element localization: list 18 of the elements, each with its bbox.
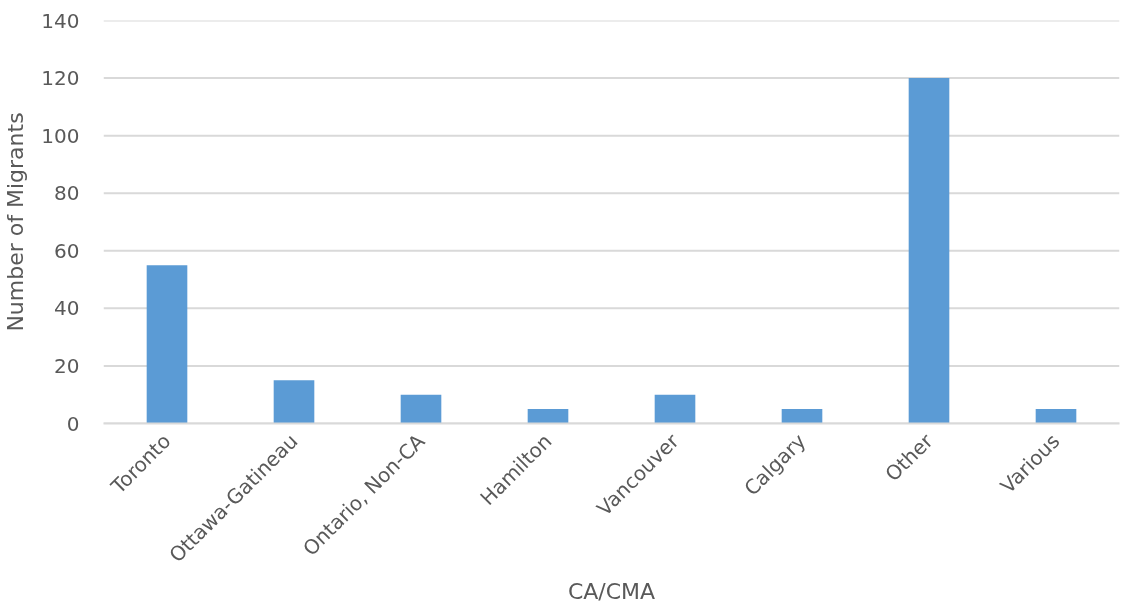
bar [527, 409, 569, 424]
y-tick-label: 100 [41, 123, 80, 148]
y-tick-label: 120 [41, 66, 80, 91]
bar [273, 380, 315, 424]
bar [654, 394, 696, 424]
y-tick-label: 0 [66, 411, 80, 436]
bar [146, 265, 188, 424]
y-tick-label: 20 [54, 353, 80, 378]
bar [400, 394, 442, 424]
bar [1035, 409, 1077, 424]
y-tick-label: 40 [54, 296, 80, 321]
y-tick-label: 80 [54, 181, 80, 206]
y-axis-title: Number of Migrants [3, 112, 29, 332]
x-axis-title: CA/CMA [567, 578, 656, 604]
y-tick-label: 60 [54, 238, 80, 263]
bar [781, 409, 823, 424]
bar [908, 78, 950, 424]
y-tick-label: 140 [41, 8, 80, 33]
